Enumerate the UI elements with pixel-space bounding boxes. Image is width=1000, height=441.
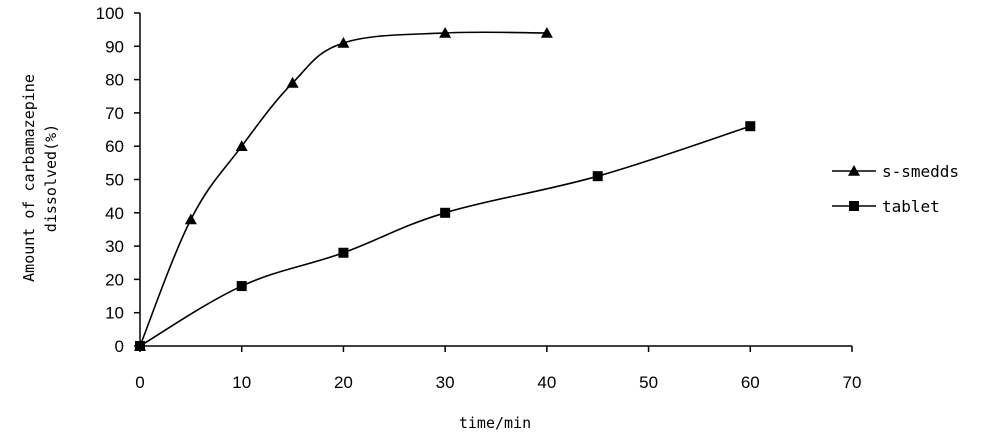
x-ticks: 0 10 20 30 40 50 60 70: [135, 346, 861, 392]
x-tick-label: 10: [232, 373, 251, 392]
y-tick-label: 30: [105, 237, 124, 256]
series-layer: [134, 26, 756, 351]
x-tick-label: 40: [537, 373, 556, 392]
data-point-s-smedds: [286, 76, 299, 88]
data-point-s-smedds: [540, 26, 553, 38]
y-tick-label: 60: [105, 137, 124, 156]
x-tick-label: 0: [135, 373, 144, 392]
y-tick-label: 20: [105, 270, 124, 289]
data-point-tablet: [440, 207, 451, 218]
legend-item-s-smedds: s-smedds: [832, 162, 959, 181]
x-tick-label: 20: [334, 373, 353, 392]
x-tick-label: 60: [741, 373, 760, 392]
data-point-s-smedds: [337, 36, 350, 48]
legend-marker-tablet: [849, 201, 859, 211]
legend-label-tablet: tablet: [882, 197, 940, 216]
y-tick-label: 80: [105, 71, 124, 90]
data-point-tablet: [745, 121, 756, 132]
y-axis-title-line1: Amount of carbamazepine: [20, 74, 38, 282]
y-tick-label: 90: [105, 37, 124, 56]
y-tick-label: 50: [105, 171, 124, 190]
x-axis-title: time/min: [459, 414, 531, 432]
series-line-tablet: [139, 125, 751, 347]
chart-axes: [139, 13, 852, 347]
legend-label-s-smedds: s-smedds: [882, 162, 959, 181]
data-point-s-smedds: [439, 26, 452, 38]
x-tick-label: 30: [436, 373, 455, 392]
y-tick-label: 100: [96, 4, 124, 23]
data-point-s-smedds: [235, 140, 248, 151]
y-tick-label: 70: [105, 104, 124, 123]
legend-marker-s-smedds: [848, 165, 860, 176]
y-tick-label: 10: [105, 304, 124, 323]
data-point-tablet: [135, 341, 145, 351]
series-line-s-smedds: [139, 31, 547, 347]
data-point-tablet: [236, 281, 247, 292]
x-tick-label: 50: [639, 373, 658, 392]
data-point-tablet: [592, 171, 603, 182]
series-tablet: [135, 121, 756, 351]
y-tick-label: 0: [115, 337, 124, 356]
y-ticks: 0 10 20 30 40 50 60 70 80 90 100: [96, 4, 140, 356]
x-tick-label: 70: [843, 373, 862, 392]
data-point-s-smedds: [184, 213, 197, 225]
y-tick-label: 40: [105, 204, 124, 223]
series-s-smedds: [134, 26, 553, 351]
legend: s-smedds tablet: [832, 162, 959, 216]
legend-item-tablet: tablet: [832, 197, 940, 216]
y-axis-title-line2: dissolved(%): [42, 124, 60, 232]
data-point-tablet: [338, 247, 349, 258]
